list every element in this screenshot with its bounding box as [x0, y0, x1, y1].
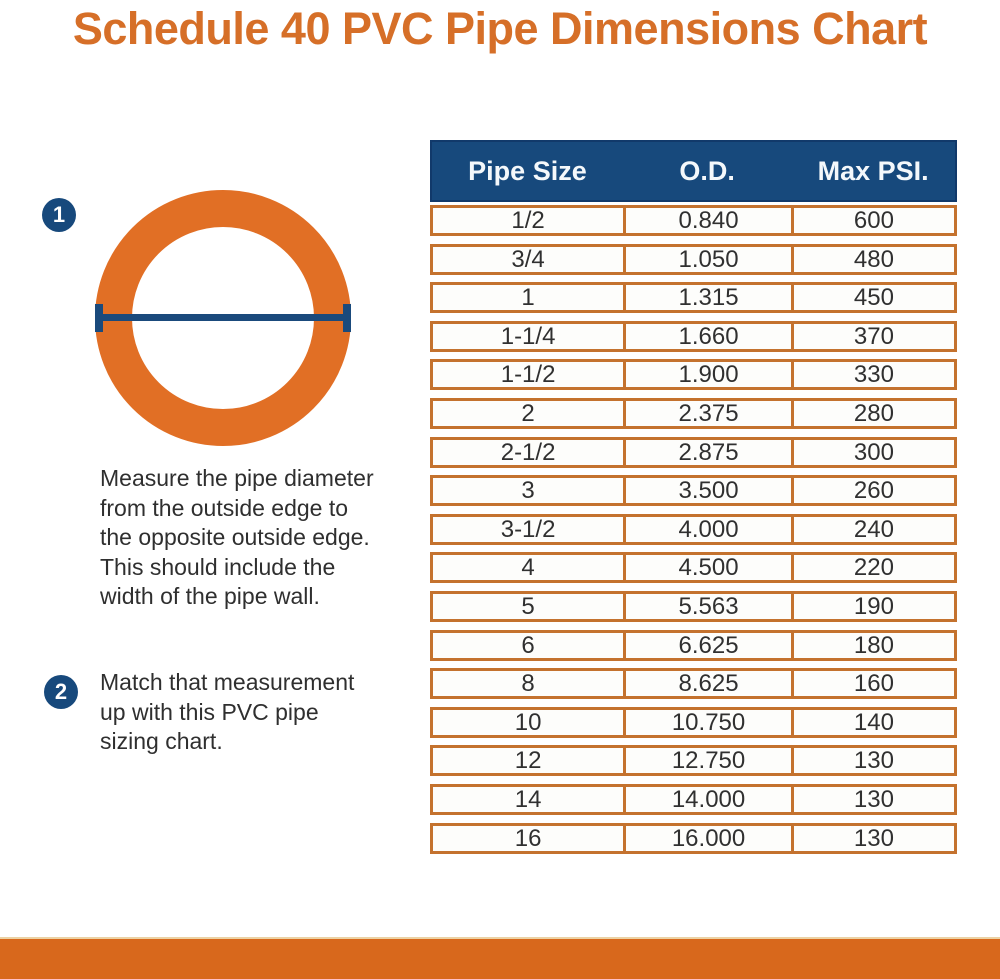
table-cell: 1.900 — [623, 362, 791, 388]
table-cell: 450 — [790, 285, 954, 311]
header-cell-od: O.D. — [679, 155, 735, 186]
step-1-number: 1 — [52, 202, 66, 227]
table-row: 5 5.563 190 — [430, 590, 957, 622]
table-row: 1-1/4 1.660 370 — [430, 320, 957, 352]
table-cell: 1.315 — [623, 285, 791, 311]
table-row: 2 2.375 280 — [430, 397, 957, 429]
table-cell: 190 — [790, 593, 954, 619]
table-row: 3/4 1.050 480 — [430, 243, 957, 275]
table-row: 10 10.750 140 — [430, 706, 957, 738]
table-cell: 2.375 — [623, 400, 791, 426]
table-cell: 3-1/2 — [500, 516, 556, 542]
table-header-row: Pipe Size O.D. Max PSI. — [430, 140, 957, 202]
table-cell: 2.875 — [623, 439, 791, 465]
table-row: 14 14.000 130 — [430, 783, 957, 815]
table-cell: 260 — [790, 478, 954, 504]
table-cell: 1.660 — [623, 323, 791, 349]
pipe-dimensions-table: Pipe Size O.D. Max PSI. 1/2 0.840 600 3/4 1.… — [430, 140, 957, 854]
table-cell: 1 — [521, 285, 535, 311]
table-row: 12 12.750 130 — [430, 745, 957, 777]
table-row: 4 4.500 220 — [430, 552, 957, 584]
table-cell: 4.000 — [623, 516, 791, 542]
table-cell: 480 — [790, 246, 954, 272]
footer-accent-bar — [0, 937, 1000, 979]
table-row: 1-1/2 1.900 330 — [430, 359, 957, 391]
table-row: 3-1/2 4.000 240 — [430, 513, 957, 545]
table-cell: 140 — [790, 709, 954, 735]
table-cell: 3 — [521, 478, 535, 504]
table-cell: 5.563 — [623, 593, 791, 619]
table-row: 3 3.500 260 — [430, 475, 957, 507]
step-2-badge: 2 — [44, 675, 78, 709]
table-cell: 4 — [521, 555, 535, 581]
table-cell: 330 — [790, 362, 954, 388]
table-row: 1 1.315 450 — [430, 282, 957, 314]
step-1-instruction: Measure the pipe diameter from the outsi… — [100, 465, 374, 609]
table-cell: 14 — [514, 786, 542, 812]
table-row: 8 8.625 160 — [430, 668, 957, 700]
table-cell: 1-1/4 — [500, 323, 556, 349]
pipe-cross-section-diagram — [95, 190, 351, 446]
step-2-instruction: Match that measurement up with this PVC … — [100, 669, 355, 754]
table-cell: 1-1/2 — [500, 362, 556, 388]
table-cell: 0.840 — [623, 208, 791, 233]
table-cell: 1.050 — [623, 246, 791, 272]
table-cell: 5 — [521, 593, 535, 619]
table-cell: 300 — [790, 439, 954, 465]
table-cell: 8.625 — [623, 671, 791, 697]
header-cell-max-psi: Max PSI. — [817, 155, 929, 186]
table-row: 16 16.000 130 — [430, 822, 957, 854]
table-cell: 280 — [790, 400, 954, 426]
table-cell: 600 — [790, 208, 954, 233]
table-cell: 370 — [790, 323, 954, 349]
table-cell: 6.625 — [623, 632, 791, 658]
table-cell: 8 — [521, 671, 535, 697]
diameter-line-cap-right — [343, 304, 351, 332]
table-cell: 16.000 — [623, 825, 791, 851]
table-cell: 12.750 — [623, 748, 791, 774]
table-cell: 3/4 — [511, 246, 545, 272]
table-cell: 2 — [521, 400, 535, 426]
header-cell-pipe-size: Pipe Size — [468, 155, 587, 186]
table-cell: 4.500 — [623, 555, 791, 581]
table-cell: 160 — [790, 671, 954, 697]
table-cell: 14.000 — [623, 786, 791, 812]
diameter-line — [97, 314, 349, 321]
table-cell: 16 — [514, 825, 542, 851]
table-cell: 12 — [514, 748, 542, 774]
table-cell: 240 — [790, 516, 954, 542]
table-cell: 3.500 — [623, 478, 791, 504]
step-1-badge: 1 — [42, 198, 76, 232]
table-row: 2-1/2 2.875 300 — [430, 436, 957, 468]
table-cell: 220 — [790, 555, 954, 581]
table-cell: 130 — [790, 825, 954, 851]
table-cell: 130 — [790, 786, 954, 812]
table-cell: 130 — [790, 748, 954, 774]
table-cell: 180 — [790, 632, 954, 658]
page-title: Schedule 40 PVC Pipe Dimensions Chart — [72, 3, 928, 54]
table-cell: 10.750 — [623, 709, 791, 735]
table-cell: 1/2 — [511, 208, 545, 233]
table-cell: 10 — [514, 709, 542, 735]
diameter-line-cap-left — [95, 304, 103, 332]
step-2-number: 2 — [54, 679, 68, 704]
table-row: 6 6.625 180 — [430, 629, 957, 661]
pipe-table-body: 1/2 0.840 600 3/4 1.050 480 1 1.315 450 1-1/4 1.66… — [430, 205, 957, 854]
table-cell: 2-1/2 — [500, 439, 556, 465]
table-row: 1/2 0.840 600 — [430, 205, 957, 236]
table-cell: 6 — [521, 632, 535, 658]
